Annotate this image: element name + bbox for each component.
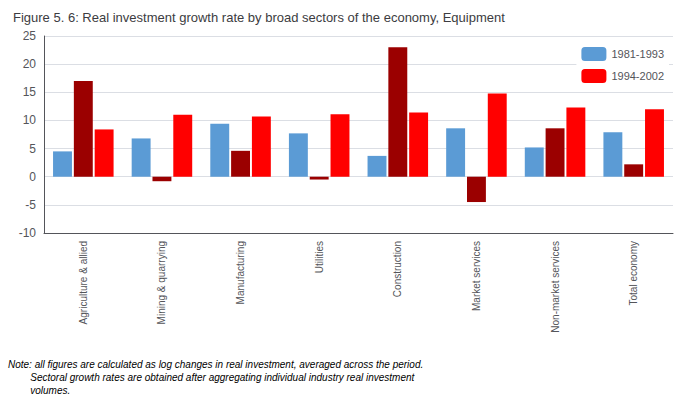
svg-text:Utilities: Utilities	[314, 241, 325, 273]
svg-text:0: 0	[29, 170, 36, 184]
svg-text:-10: -10	[19, 226, 37, 240]
svg-text:10: 10	[23, 113, 37, 127]
svg-text:20: 20	[23, 57, 37, 71]
svg-text:Manufacturing: Manufacturing	[235, 241, 246, 304]
svg-text:Note: all figures are calculat: Note: all figures are calculated as log …	[8, 359, 423, 370]
svg-text:Sectoral growth rates are obta: Sectoral growth rates are obtained after…	[8, 372, 416, 383]
svg-text:5: 5	[29, 142, 36, 156]
svg-text:Total economy: Total economy	[628, 241, 639, 305]
svg-text:Mining & quarrying: Mining & quarrying	[156, 241, 167, 324]
svg-text:Construction: Construction	[392, 241, 403, 297]
svg-text:Market services: Market services	[471, 241, 482, 311]
svg-text:15: 15	[23, 85, 37, 99]
svg-text:Figure 5. 6: Real investment g: Figure 5. 6: Real investment growth rate…	[13, 10, 505, 25]
svg-text:volumes.: volumes.	[8, 385, 70, 396]
svg-text:1994-2002: 1994-2002	[611, 70, 664, 82]
svg-text:-5: -5	[25, 198, 36, 212]
svg-text:Agriculture & allied: Agriculture & allied	[78, 241, 89, 324]
svg-text:25: 25	[23, 29, 37, 43]
svg-text:1981-1993: 1981-1993	[611, 48, 664, 60]
svg-text:Non-market services: Non-market services	[550, 241, 561, 333]
